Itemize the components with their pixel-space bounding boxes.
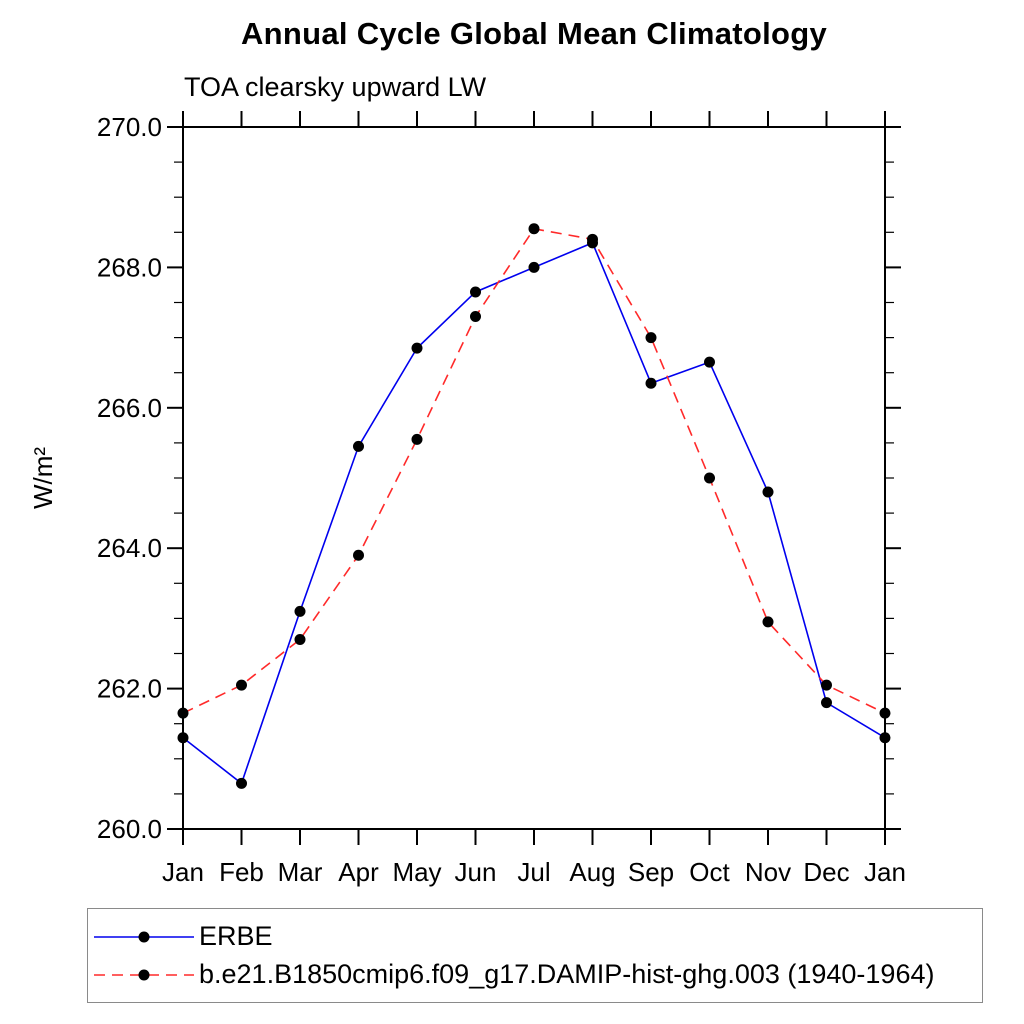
x-tick-label: Jul (517, 857, 550, 887)
data-point-marker (762, 616, 774, 628)
data-point-marker (587, 233, 598, 245)
x-tick-label: Aug (569, 857, 615, 887)
data-point-marker (821, 697, 832, 709)
series-line-0 (182, 241, 886, 785)
data-point-marker (353, 549, 364, 561)
data-point-marker (177, 707, 189, 719)
x-tick-label: Dec (803, 857, 849, 887)
y-tick-label: 260.0 (97, 814, 162, 844)
x-tick-label: Sep (628, 857, 674, 887)
legend-label-erbe: ERBE (199, 921, 273, 951)
y-tick-label: 262.0 (97, 674, 162, 704)
data-point-marker (470, 286, 481, 298)
data-point-marker (294, 605, 306, 617)
data-point-marker (704, 356, 715, 368)
x-tick-label: Jun (455, 857, 497, 887)
legend-marker-dot-icon (138, 931, 150, 942)
legend: ERBE b.e21.B1850cmip6.f09_g17.DAMIP-hist… (87, 908, 983, 1003)
data-point-marker (879, 732, 891, 744)
legend-marker-dot-icon (138, 969, 150, 980)
y-tick-label: 270.0 (97, 112, 162, 142)
chart-subtitle: TOA clearsky upward LW (184, 72, 487, 102)
legend-item-model-run: b.e21.B1850cmip6.f09_g17.DAMIP-hist-ghg.… (88, 959, 982, 990)
x-tick-label: Apr (338, 857, 379, 887)
legend-item-erbe: ERBE (88, 921, 982, 952)
data-point-marker (411, 342, 423, 354)
series-line-1 (182, 227, 886, 714)
plot-area: 260.0 262.0 264.0 266.0 268.0 270.0 Jan Feb Mar A… (28, 111, 906, 887)
y-tick-label: 268.0 (97, 252, 162, 282)
data-point-marker (353, 440, 364, 452)
x-tick-label: Nov (745, 857, 791, 887)
x-tick-label: Oct (689, 857, 730, 887)
data-point-marker (704, 472, 715, 484)
data-point-marker (294, 633, 306, 645)
data-point-marker (470, 311, 481, 323)
data-point-marker (528, 223, 540, 235)
data-point-marker (821, 679, 832, 691)
data-point-marker (528, 261, 540, 273)
data-point-marker (411, 433, 423, 445)
y-axis-label: W/m² (28, 447, 58, 509)
legend-swatch-dashed-line-icon (94, 969, 194, 980)
data-point-marker (645, 332, 657, 344)
data-point-marker (879, 707, 891, 719)
y-tick-label: 266.0 (97, 393, 162, 423)
data-point-marker (645, 377, 657, 389)
legend-swatch-solid-line-icon (94, 931, 194, 942)
data-point-marker (177, 732, 189, 744)
data-point-marker (762, 486, 774, 498)
x-tick-label: Feb (219, 857, 264, 887)
plot-frame (182, 126, 886, 830)
chart-title: Annual Cycle Global Mean Climatology (240, 16, 828, 51)
data-point-marker (236, 777, 247, 789)
legend-label-model-run: b.e21.B1850cmip6.f09_g17.DAMIP-hist-ghg.… (199, 959, 935, 989)
y-tick-label: 264.0 (97, 533, 162, 563)
data-point-marker (236, 679, 247, 691)
x-tick-label: Mar (278, 857, 323, 887)
x-tick-label: May (392, 857, 441, 887)
x-tick-label: Jan (162, 857, 204, 887)
x-tick-label: Jan (864, 857, 906, 887)
